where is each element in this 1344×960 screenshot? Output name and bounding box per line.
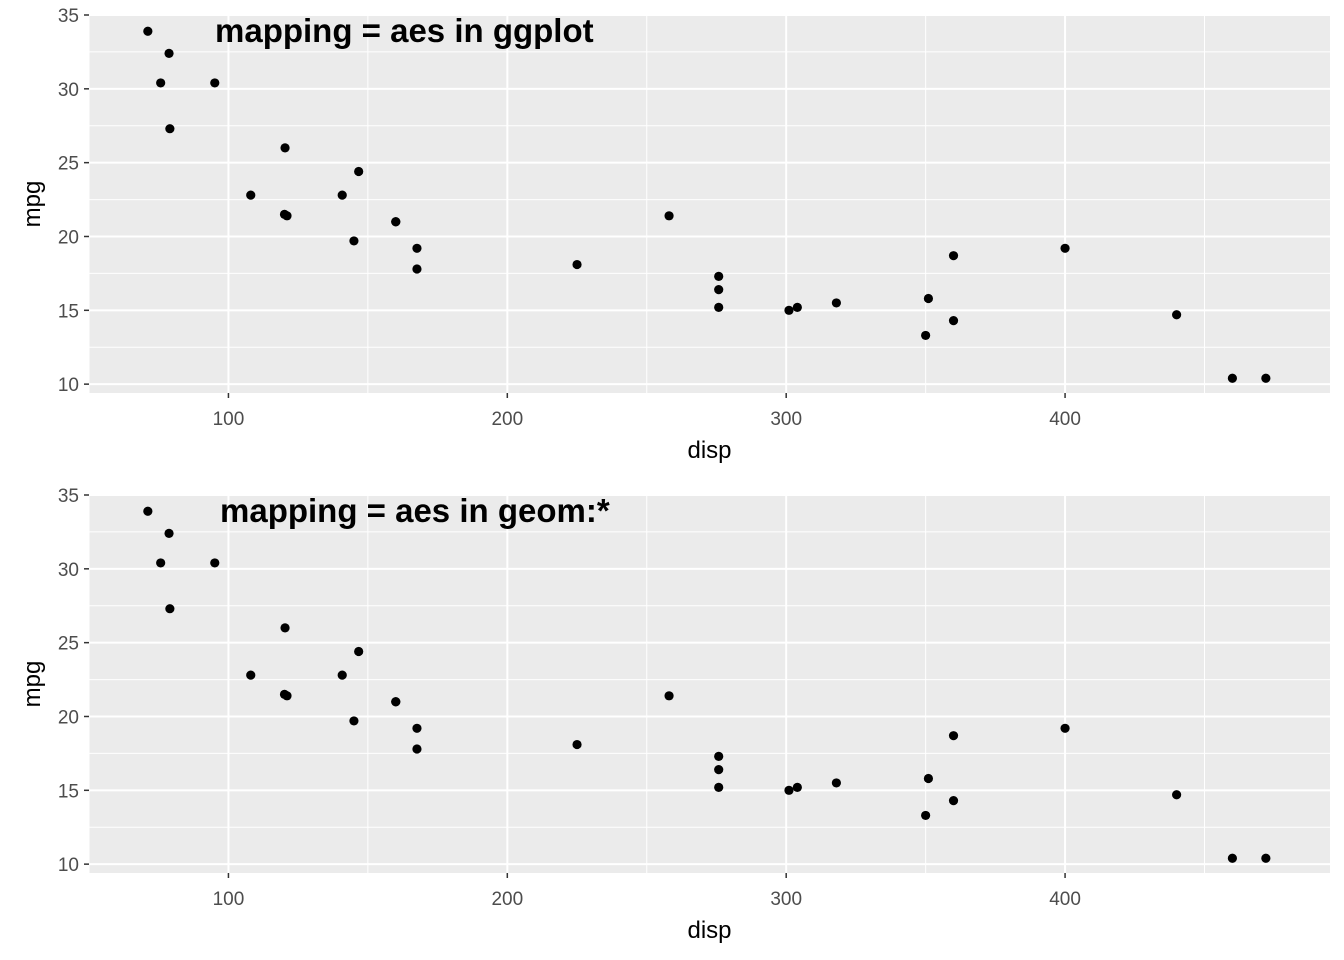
- y-tick-label: 15: [58, 301, 79, 322]
- data-point: [164, 48, 174, 58]
- data-point: [714, 765, 724, 775]
- y-tick-label: 10: [58, 375, 79, 396]
- y-tick-label: 30: [58, 80, 79, 101]
- y-tick-label: 25: [58, 154, 79, 175]
- plot-annotation: mapping = aes in ggplot: [215, 12, 594, 49]
- data-point: [1261, 853, 1271, 863]
- x-tick-label: 300: [770, 889, 802, 910]
- data-point: [948, 731, 959, 741]
- y-axis-title: mpg: [19, 661, 46, 708]
- data-point: [714, 302, 724, 312]
- y-tick-label: 20: [58, 227, 79, 248]
- x-tick-label: 100: [213, 889, 245, 910]
- data-point: [784, 305, 794, 315]
- data-point: [156, 78, 166, 88]
- data-point: [165, 604, 175, 614]
- data-point: [714, 285, 724, 295]
- data-point: [349, 236, 359, 246]
- plot-annotation: mapping = aes in geom:*: [220, 492, 610, 529]
- y-tick-label: 25: [58, 634, 79, 655]
- data-point: [831, 778, 841, 788]
- data-point: [246, 190, 256, 200]
- x-tick-label: 400: [1049, 889, 1081, 910]
- data-point: [354, 646, 364, 657]
- data-point: [143, 26, 153, 36]
- data-point: [280, 623, 290, 633]
- data-point: [349, 716, 359, 726]
- data-point: [210, 78, 220, 88]
- scatter-plot-top: 100 200 300 400 10 15 20 25 30 35 disp mpg mapping =…: [19, 6, 1330, 464]
- data-point: [921, 810, 931, 821]
- data-point: [391, 217, 401, 227]
- data-point: [246, 670, 256, 680]
- data-point: [948, 796, 959, 806]
- data-point: [391, 697, 401, 707]
- x-tick-label: 400: [1049, 409, 1081, 430]
- y-tick-label: 35: [58, 6, 79, 27]
- data-point: [412, 723, 422, 733]
- data-point: [156, 558, 166, 568]
- data-point: [572, 259, 582, 270]
- data-point: [1227, 373, 1237, 383]
- data-point: [792, 302, 802, 312]
- data-point: [280, 143, 290, 153]
- data-point: [714, 271, 724, 281]
- y-tick-label: 20: [58, 707, 79, 728]
- data-point: [354, 166, 364, 177]
- y-tick-label: 35: [58, 486, 79, 507]
- data-point: [1261, 373, 1271, 383]
- x-tick-label: 200: [491, 409, 523, 430]
- data-point: [412, 744, 422, 754]
- y-tick-label: 15: [58, 781, 79, 802]
- x-tick-label: 100: [213, 409, 245, 430]
- data-point: [143, 506, 153, 516]
- data-point: [784, 785, 794, 795]
- data-point: [948, 316, 959, 326]
- data-point: [165, 124, 175, 134]
- data-point: [1227, 853, 1237, 863]
- x-tick-label: 200: [491, 889, 523, 910]
- data-point: [412, 264, 422, 274]
- data-point: [792, 782, 802, 792]
- data-point: [1060, 723, 1070, 733]
- data-point: [714, 782, 724, 792]
- data-point: [923, 773, 934, 784]
- data-point: [282, 211, 292, 221]
- data-point: [337, 190, 347, 200]
- y-axis-title: mpg: [19, 181, 46, 228]
- data-point: [948, 251, 959, 261]
- data-point: [1172, 310, 1182, 320]
- data-point: [210, 558, 220, 568]
- x-tick-label: 300: [770, 409, 802, 430]
- data-point: [572, 739, 582, 750]
- plot-background: [89, 15, 1330, 393]
- plot-background: [89, 495, 1330, 873]
- data-point: [921, 330, 931, 341]
- data-point: [1060, 243, 1070, 253]
- data-point: [664, 211, 674, 221]
- data-point: [337, 670, 347, 680]
- y-tick-label: 30: [58, 560, 79, 581]
- data-point: [714, 751, 724, 761]
- data-point: [164, 528, 174, 538]
- data-point: [412, 243, 422, 253]
- data-point: [831, 298, 841, 308]
- data-point: [1172, 790, 1182, 800]
- data-point: [282, 691, 292, 701]
- x-axis-title: disp: [687, 437, 731, 464]
- scatter-plot-bottom: 100 200 300 400 10 15 20 25 30 35 disp mpg mapping =…: [19, 486, 1330, 944]
- y-tick-label: 10: [58, 855, 79, 876]
- data-point: [664, 691, 674, 701]
- x-axis-title: disp: [687, 917, 731, 944]
- data-point: [923, 293, 934, 304]
